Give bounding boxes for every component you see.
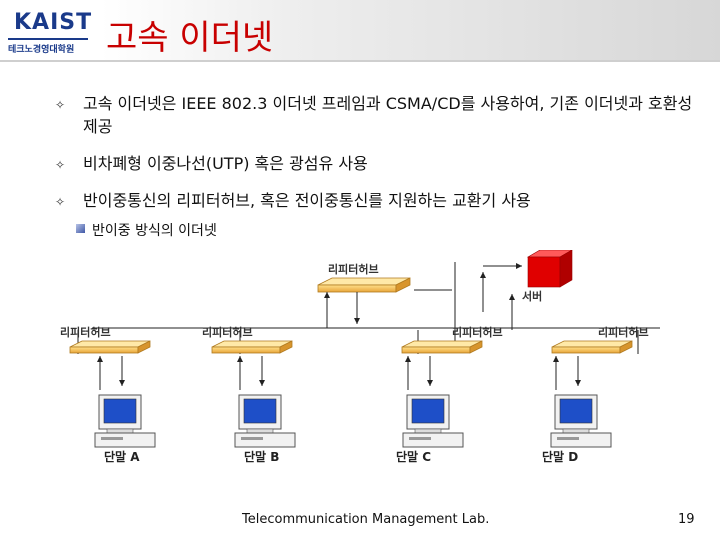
hub-d	[551, 340, 633, 354]
logo-subtext: 테크노경영대학원	[8, 45, 75, 55]
logo-swoosh	[8, 38, 88, 40]
top-hub	[317, 277, 411, 293]
terminal-a-label: 단말 A	[104, 449, 140, 464]
bullet-text: 반이중통신의 리피터허브, 혹은 전이중통신를 지원하는 교환기 사용	[83, 191, 531, 210]
terminal-b-label: 단말 B	[244, 449, 279, 464]
hub-label-d: 리피터허브	[598, 325, 649, 339]
hub-b	[211, 340, 293, 354]
sub-bullet-item: 반이중 방식의 이더넷	[76, 220, 217, 240]
kaist-logo: KAIST 테크노경영대학원	[6, 8, 94, 58]
top-hub-label: 리피터허브	[328, 262, 379, 276]
terminal-c-label: 단말 C	[396, 449, 431, 464]
bullet-text: 비차폐형 이중나선(UTP) 혹은 광섬유 사용	[83, 154, 368, 173]
square-bullet-icon	[76, 224, 85, 233]
terminal-c-icon	[402, 394, 464, 448]
header-rule	[0, 60, 720, 62]
hub-a	[69, 340, 151, 354]
hub-label-c: 리피터허브	[452, 325, 503, 339]
hub-label-b: 리피터허브	[202, 325, 253, 339]
server-label: 서버	[522, 289, 542, 303]
terminal-d-icon	[550, 394, 612, 448]
server-icon	[526, 250, 573, 288]
hub-terminal-links	[97, 356, 581, 390]
slide-title: 고속 이더넷	[106, 18, 274, 58]
bullet-item-1: ✧ 고속 이더넷은 IEEE 802.3 이더넷 프레임과 CSMA/CD를 사…	[55, 92, 705, 138]
logo-text: KAIST	[14, 10, 93, 35]
header-band	[0, 0, 720, 62]
bullet-item-2: ✧ 비차폐형 이중나선(UTP) 혹은 광섬유 사용	[55, 152, 705, 175]
checkmark-bullet-icon: ✧	[55, 195, 66, 209]
backbone-lines	[77, 262, 660, 354]
terminal-a-icon	[94, 394, 156, 448]
slide-header: KAIST 테크노경영대학원 고속 이더넷	[0, 0, 720, 62]
bullet-list: ✧ 고속 이더넷은 IEEE 802.3 이더넷 프레임과 CSMA/CD를 사…	[55, 92, 705, 226]
bullet-text: 고속 이더넷은 IEEE 802.3 이더넷 프레임과 CSMA/CD를 사용하…	[83, 94, 693, 136]
checkmark-bullet-icon: ✧	[55, 98, 66, 112]
page-number: 19	[678, 512, 695, 527]
network-diagram: 리피터허브 서버 리피터허브 리피터허브 리피터허브 리피터허브	[60, 250, 660, 464]
checkmark-bullet-icon: ✧	[55, 158, 66, 172]
terminal-b-icon	[234, 394, 296, 448]
hub-label-a: 리피터허브	[60, 325, 111, 339]
hub-c	[401, 340, 483, 354]
footer-lab-name: Telecommunication Management Lab.	[242, 512, 490, 527]
bullet-item-3: ✧ 반이중통신의 리피터허브, 혹은 전이중통신를 지원하는 교환기 사용	[55, 189, 705, 212]
terminal-d-label: 단말 D	[542, 449, 578, 464]
sub-bullet-text: 반이중 방식의 이더넷	[92, 223, 217, 239]
